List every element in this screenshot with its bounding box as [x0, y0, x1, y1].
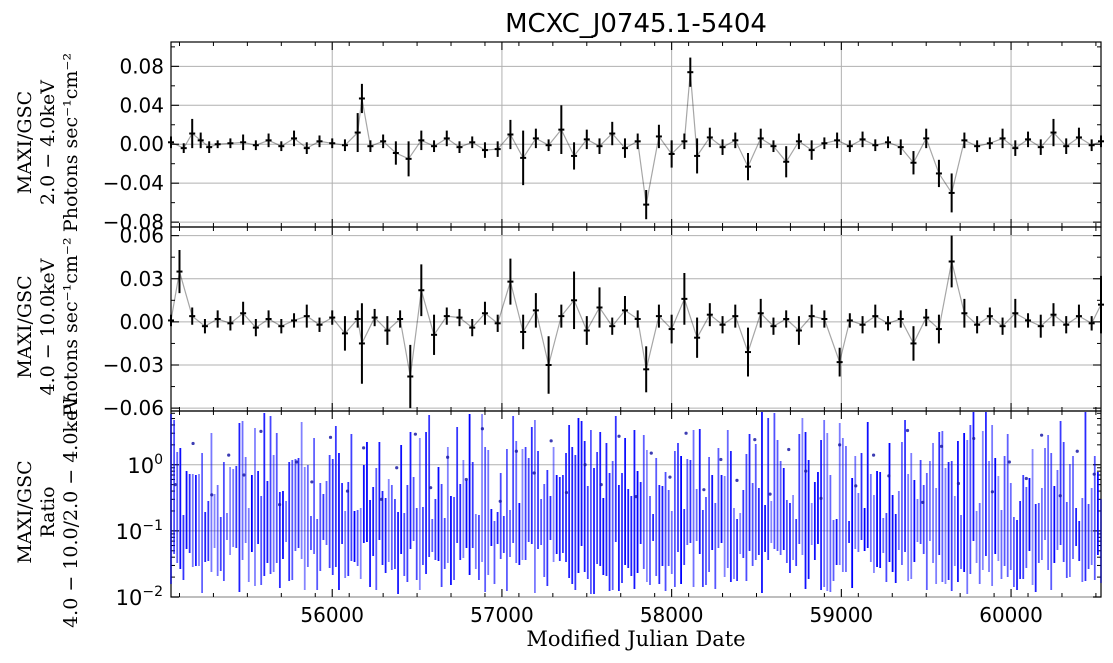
ratio-point [514, 449, 518, 453]
ratio-point [972, 436, 976, 441]
ratio-point [735, 478, 739, 482]
chart-title: MCXC_J0745.1-5404 [505, 9, 767, 39]
ratio-point [259, 429, 263, 433]
ratio-point [1058, 494, 1062, 498]
panel-top-2-4kev: 0.08 0.04 0.00 −0.04 −0.08 MAXI/GSC 2.0 − 4.0k… [14, 41, 1104, 234]
ratio-point [838, 443, 842, 447]
x-tick-label: 58000 [640, 603, 704, 627]
ratio-point [617, 434, 621, 438]
ratio-point [227, 453, 231, 457]
ratio-point [191, 441, 195, 446]
y-axis-label-line: MAXI/GSC [14, 91, 36, 194]
panel-middle-4-10kev: 0.06 0.03 0.00 −0.03 −0.06 MAXI/GSC 4.0 − 10.0… [14, 224, 1104, 420]
y-tick-label: 100 [127, 452, 163, 478]
ratio-point [583, 463, 587, 467]
series-line [170, 72, 1102, 205]
panel-bottom-ratio: 100 10−1 10−2 56000 57000 58000 59000 60000 MAXI… [14, 396, 1102, 628]
ratio-point [328, 435, 333, 439]
ratio-point [768, 492, 772, 496]
ratio-point [173, 483, 177, 487]
y-tick-label: −0.08 [103, 210, 164, 234]
ratio-point [310, 480, 314, 484]
series-line [170, 261, 1102, 377]
ratio-point [278, 502, 282, 507]
ratio-point [1075, 449, 1079, 453]
ratio-point [939, 444, 944, 448]
ratio-point [921, 500, 925, 504]
ratio-point [634, 494, 638, 499]
ratio-point [854, 484, 858, 488]
y-tick-label: −0.03 [103, 353, 164, 377]
y-tick-label: 10−2 [116, 584, 163, 610]
ratio-point [532, 471, 536, 475]
ratio-point [871, 453, 876, 457]
ratio-point [684, 431, 688, 435]
ratio-point [887, 474, 891, 478]
y-tick-label: 0.06 [119, 224, 164, 248]
y-axis-label-line: MAXI/GSC [14, 275, 36, 378]
ratio-point [413, 432, 417, 436]
y-tick-label: 0.00 [119, 132, 164, 156]
ratio-point [599, 483, 603, 487]
ratio-point [1007, 460, 1011, 464]
ratio-point [480, 427, 485, 431]
y-tick-label: 0.03 [119, 267, 164, 291]
ratio-point [379, 497, 384, 501]
y-tick-label: −0.06 [103, 396, 164, 420]
x-tick-label: 56000 [300, 603, 364, 627]
ratio-point [345, 489, 350, 493]
ratio-point [1040, 433, 1044, 437]
ratio-point [429, 486, 433, 490]
ratio-point [464, 477, 468, 482]
x-tick-label: 59000 [810, 603, 874, 627]
y-tick-label: 0.08 [119, 54, 164, 78]
y-axis-label-line: Ratio [37, 486, 59, 537]
y-tick-label: 10−1 [116, 518, 163, 544]
ratio-point [668, 475, 672, 479]
ratio-point [242, 473, 246, 477]
ratio-point [649, 451, 653, 455]
ratio-point [719, 457, 723, 462]
x-axis-label: Modified Julian Date [526, 627, 745, 651]
ratio-point [702, 488, 706, 492]
ratio-point [990, 490, 994, 494]
ratio-point [362, 446, 366, 450]
y-axis-label-line: MAXI/GSC [14, 460, 36, 563]
ratio-point [446, 455, 450, 459]
y-tick-label: 0.00 [119, 310, 164, 334]
y-axis-label-line: Photons sec⁻¹cm⁻² [60, 237, 82, 416]
ratio-point [956, 481, 961, 486]
ratio-point [753, 438, 757, 442]
ratio-point [549, 439, 553, 443]
ratio-point [1092, 472, 1096, 476]
ratio-point [294, 460, 299, 464]
y-axis-label-line: 2.0 − 4.0keV [37, 80, 59, 205]
y-axis-label-line: Photons sec⁻¹cm⁻² [60, 53, 82, 232]
x-tick-label: 57000 [470, 603, 534, 627]
ratio-point [787, 447, 791, 452]
ratio-point [905, 428, 910, 433]
y-tick-label: −0.04 [103, 171, 164, 195]
ratio-point [819, 496, 823, 500]
ratio-point [210, 493, 214, 497]
y-axis-label-line: 4.0 − 10.0keV [37, 258, 59, 395]
ratio-point [498, 499, 502, 503]
y-tick-label: 0.04 [119, 93, 164, 117]
x-tick-label: 60000 [979, 603, 1043, 627]
ratio-point [564, 490, 569, 495]
y-axis-label-line: 4.0 − 10.0/2.0 − 4.0keV [60, 396, 82, 628]
ratio-point [395, 466, 399, 470]
ratio-point [1024, 476, 1028, 481]
ratio-point [804, 469, 808, 473]
